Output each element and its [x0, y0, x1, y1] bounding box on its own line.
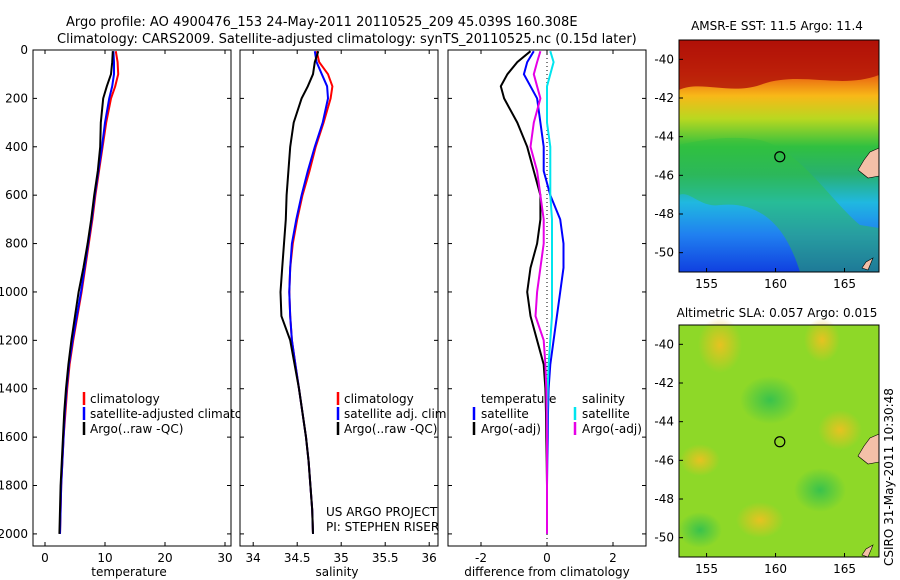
temperature-axes-frame	[32, 49, 232, 547]
sla-map-frame	[678, 324, 880, 558]
argo-float-marker	[774, 151, 786, 163]
difference-panel: difference from climatology temperature …	[447, 49, 647, 579]
x-tick-label: 10	[97, 551, 112, 565]
map-x-tick-label: 155	[695, 562, 718, 576]
series-line-argo	[58, 51, 114, 534]
legend-sal-argo: Argo(-adj)	[582, 422, 642, 436]
y-tick-label: 1600	[0, 430, 28, 444]
salinity-panel: salinity climatology satellite adj. clim…	[239, 49, 450, 579]
sla-low-anomaly	[794, 468, 846, 512]
y-tick-label: 2000	[0, 527, 28, 541]
sla-high-anomaly	[680, 444, 720, 476]
legend-climatology: climatology	[344, 392, 414, 406]
legend-argo: Argo(..raw -QC)	[344, 422, 437, 436]
sla-high-anomaly	[818, 410, 862, 450]
figure-subtitle: Climatology: CARS2009. Satellite-adjuste…	[57, 32, 637, 47]
sla-heatmap	[678, 317, 880, 558]
figure-title: Argo profile: AO 4900476_153 24-May-2011…	[66, 15, 578, 30]
sla-high-anomaly	[736, 502, 784, 538]
legend-climatology: climatology	[90, 392, 160, 406]
salinity-legend: climatology satellite adj. clim. Argo(..…	[336, 392, 450, 436]
project-annotation: US ARGO PROJECT	[326, 505, 438, 519]
coastline-island	[861, 544, 874, 558]
sst-green-tongue	[679, 137, 879, 272]
sst-warm-region	[679, 40, 879, 90]
sst-heatmap	[679, 40, 880, 272]
legend-title-temperature: temperature	[481, 392, 556, 406]
y-tick-label: 1800	[0, 479, 28, 493]
sst-map-panel: AMSR-E SST: 11.5 Argo: 11.4 155 160 165 -40…	[654, 19, 880, 291]
x-tick-label: 34.5	[284, 551, 311, 565]
sla-high-anomaly	[804, 318, 840, 362]
y-tick-label: 1400	[0, 382, 28, 396]
y-tick-label: 600	[5, 188, 28, 202]
y-tick-label: 1200	[0, 333, 28, 347]
y-tick-label: 400	[5, 140, 28, 154]
y-tick-label: 0	[20, 43, 28, 57]
argo-float-marker	[774, 436, 786, 448]
x-tick-label: 0	[41, 551, 49, 565]
map-x-tick-label: 165	[833, 277, 856, 291]
coastline-island	[861, 257, 874, 271]
x-tick-label: 35	[334, 551, 349, 565]
temperature-legend: climatology satellite-adjusted climatolo…	[82, 392, 268, 436]
x-tick-label: 36	[422, 551, 437, 565]
map-y-tick-label: -48	[654, 492, 674, 506]
map-y-tick-label: -50	[654, 246, 674, 260]
y-tick-label: 200	[5, 91, 28, 105]
series-line-argo_salinity	[529, 50, 548, 534]
legend-argo: Argo(..raw -QC)	[90, 422, 183, 436]
sla-map-title: Altimetric SLA: 0.057 Argo: 0.015	[677, 306, 878, 320]
difference-legend: temperature salinity satellite Argo(-adj…	[472, 392, 642, 436]
series-line-argo	[279, 50, 320, 534]
x-tick-label: 30	[217, 551, 232, 565]
map-y-tick-label: -40	[654, 337, 674, 351]
map-x-tick-label: 160	[764, 277, 787, 291]
sst-map-frame	[678, 39, 880, 273]
map-y-tick-label: -44	[654, 130, 674, 144]
salinity-xlabel: salinity	[315, 565, 358, 579]
x-tick-label: -2	[475, 551, 487, 565]
sla-map-panel: Altimetric SLA: 0.057 Argo: 0.015 155 160…	[654, 306, 880, 576]
map-y-tick-label: -46	[654, 453, 674, 467]
x-tick-label: 0	[543, 551, 551, 565]
map-y-tick-label: -44	[654, 415, 674, 429]
timestamp-label: CSIRO 31-May-2011 10:30:48	[882, 388, 896, 566]
legend-temp-satellite: satellite	[481, 407, 529, 421]
difference-xlabel: difference from climatology	[464, 565, 630, 579]
temperature-panel: temperature climatology satellite-adjust…	[0, 43, 268, 579]
map-y-tick-label: -42	[654, 91, 674, 105]
map-x-tick-label: 165	[833, 562, 856, 576]
legend-temp-argo: Argo(-adj)	[481, 422, 541, 436]
salinity-axes-frame	[239, 49, 439, 547]
y-tick-label: 800	[5, 237, 28, 251]
map-x-tick-label: 160	[764, 562, 787, 576]
map-y-tick-label: -42	[654, 376, 674, 390]
x-tick-label: 2	[609, 551, 617, 565]
map-y-tick-label: -48	[654, 207, 674, 221]
pi-annotation: PI: STEPHEN RISER	[326, 520, 439, 534]
map-x-tick-label: 155	[695, 277, 718, 291]
map-y-tick-label: -50	[654, 531, 674, 545]
temperature-xlabel: temperature	[91, 565, 166, 579]
legend-satellite: satellite-adjusted climatology	[90, 407, 268, 421]
sla-low-anomaly	[740, 376, 800, 424]
sla-low-anomaly	[678, 512, 722, 548]
y-tick-label: 1000	[0, 285, 28, 299]
x-tick-label: 35.5	[372, 551, 399, 565]
map-y-tick-label: -46	[654, 168, 674, 182]
sla-high-anomaly	[698, 317, 742, 373]
map-y-tick-label: -40	[654, 52, 674, 66]
legend-satellite: satellite adj. clim.	[344, 407, 450, 421]
legend-title-salinity: salinity	[582, 392, 625, 406]
legend-sal-satellite: satellite	[582, 407, 630, 421]
x-tick-label: 34	[246, 551, 261, 565]
sst-map-title: AMSR-E SST: 11.5 Argo: 11.4	[691, 19, 863, 33]
x-tick-label: 20	[157, 551, 172, 565]
